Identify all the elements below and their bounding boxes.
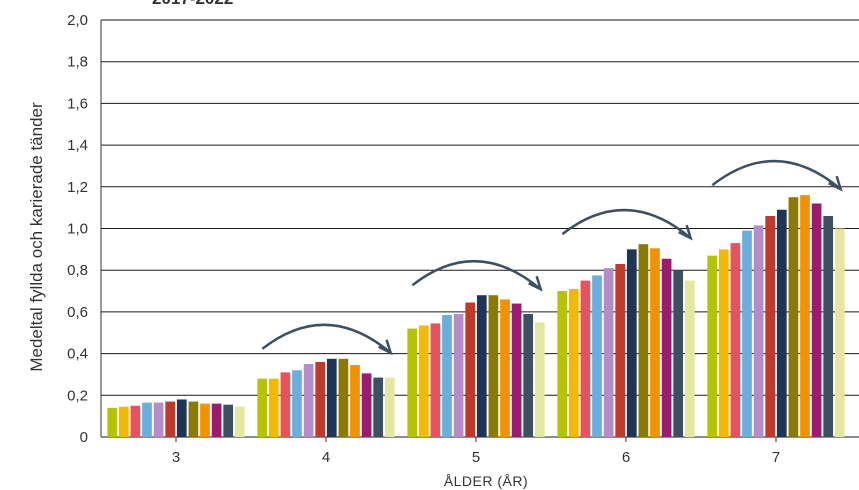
trend-arrow	[711, 159, 842, 191]
bar	[130, 405, 141, 437]
bar	[407, 328, 418, 437]
bar	[326, 358, 337, 437]
bar	[742, 230, 752, 437]
y-tick-label: 0,8	[67, 262, 88, 279]
bar	[430, 323, 441, 437]
bar	[373, 377, 384, 437]
bar	[223, 404, 234, 437]
bar	[465, 302, 476, 437]
trend-arrow	[411, 259, 542, 291]
y-tick-label: 2,0	[67, 12, 88, 29]
bar	[303, 364, 314, 437]
y-axis-title: Medeltal fyllda och karierade tänder	[27, 102, 46, 372]
bar	[592, 275, 602, 437]
trend-arrow	[561, 208, 692, 240]
bar	[107, 407, 118, 437]
bar	[176, 399, 187, 437]
bar	[511, 303, 522, 437]
gridlines	[101, 19, 859, 438]
trend-arrow-head	[528, 275, 543, 292]
x-tick-label: 5	[472, 449, 480, 466]
bar	[118, 406, 129, 437]
y-axis-ticks: 0 0,2 0,4 0,6 0,8 1,0 1,2 1,4 1,6 1,8 2,0	[67, 12, 88, 446]
x-tick-label: 3	[172, 449, 180, 466]
bar	[211, 403, 222, 437]
x-tick-label: 7	[772, 449, 780, 466]
bar	[165, 401, 176, 437]
bar	[580, 280, 591, 437]
bar	[650, 248, 660, 437]
y-tick-label: 0	[80, 429, 88, 446]
bar	[292, 370, 302, 437]
bar	[730, 243, 741, 437]
bar	[788, 197, 799, 437]
bar	[384, 377, 395, 437]
bar	[626, 249, 637, 437]
bar	[811, 203, 822, 437]
y-tick-label: 0,4	[67, 346, 88, 363]
bar	[523, 313, 534, 437]
x-axis-title: ÅLDER (ÅR)	[444, 473, 528, 489]
y-tick-label: 0,2	[67, 387, 88, 404]
bar	[268, 378, 279, 437]
bar	[568, 288, 579, 437]
trend-arrow-head	[828, 175, 843, 192]
x-tick-label: 4	[322, 449, 330, 466]
bar	[142, 402, 152, 437]
bar	[534, 322, 545, 437]
y-tick-label: 1,2	[67, 179, 88, 196]
bar	[350, 365, 360, 437]
bar	[200, 403, 210, 437]
bar	[684, 280, 695, 437]
chart-title: 2017-2022	[152, 0, 233, 8]
bar	[638, 244, 649, 437]
bar	[418, 325, 429, 437]
y-tick-label: 1,0	[67, 221, 88, 238]
bar	[776, 209, 787, 437]
bar	[661, 258, 672, 437]
x-tick-label: 6	[622, 449, 630, 466]
bar	[234, 406, 245, 437]
bar	[338, 358, 349, 437]
bar	[453, 313, 464, 437]
bar	[488, 295, 499, 437]
bar	[834, 228, 845, 437]
trend-arrow	[261, 323, 392, 354]
y-tick-label: 0,6	[67, 304, 88, 321]
bar	[753, 225, 764, 437]
bar	[557, 291, 568, 437]
trend-arrows	[261, 159, 843, 356]
trend-arrow-head	[378, 339, 393, 356]
bars	[107, 195, 845, 437]
bar	[442, 315, 452, 437]
bar	[153, 402, 164, 437]
y-tick-label: 1,6	[67, 95, 88, 112]
bar	[257, 378, 268, 437]
bar	[315, 361, 326, 437]
bar	[280, 372, 291, 437]
bar	[188, 401, 199, 437]
bar	[707, 255, 718, 437]
bar	[673, 270, 684, 437]
trend-arrow-head	[678, 224, 693, 241]
y-tick-label: 1,8	[67, 54, 88, 71]
bar	[765, 215, 776, 437]
bar	[500, 299, 510, 437]
y-tick-label: 1,4	[67, 137, 88, 154]
bar	[718, 249, 729, 437]
x-axis-ticks: 3 4 5 6 7	[172, 437, 780, 466]
bar	[615, 263, 626, 437]
bar	[603, 268, 614, 437]
bar	[800, 195, 810, 437]
bar	[476, 295, 487, 437]
bar	[361, 373, 372, 437]
bar	[823, 215, 834, 437]
